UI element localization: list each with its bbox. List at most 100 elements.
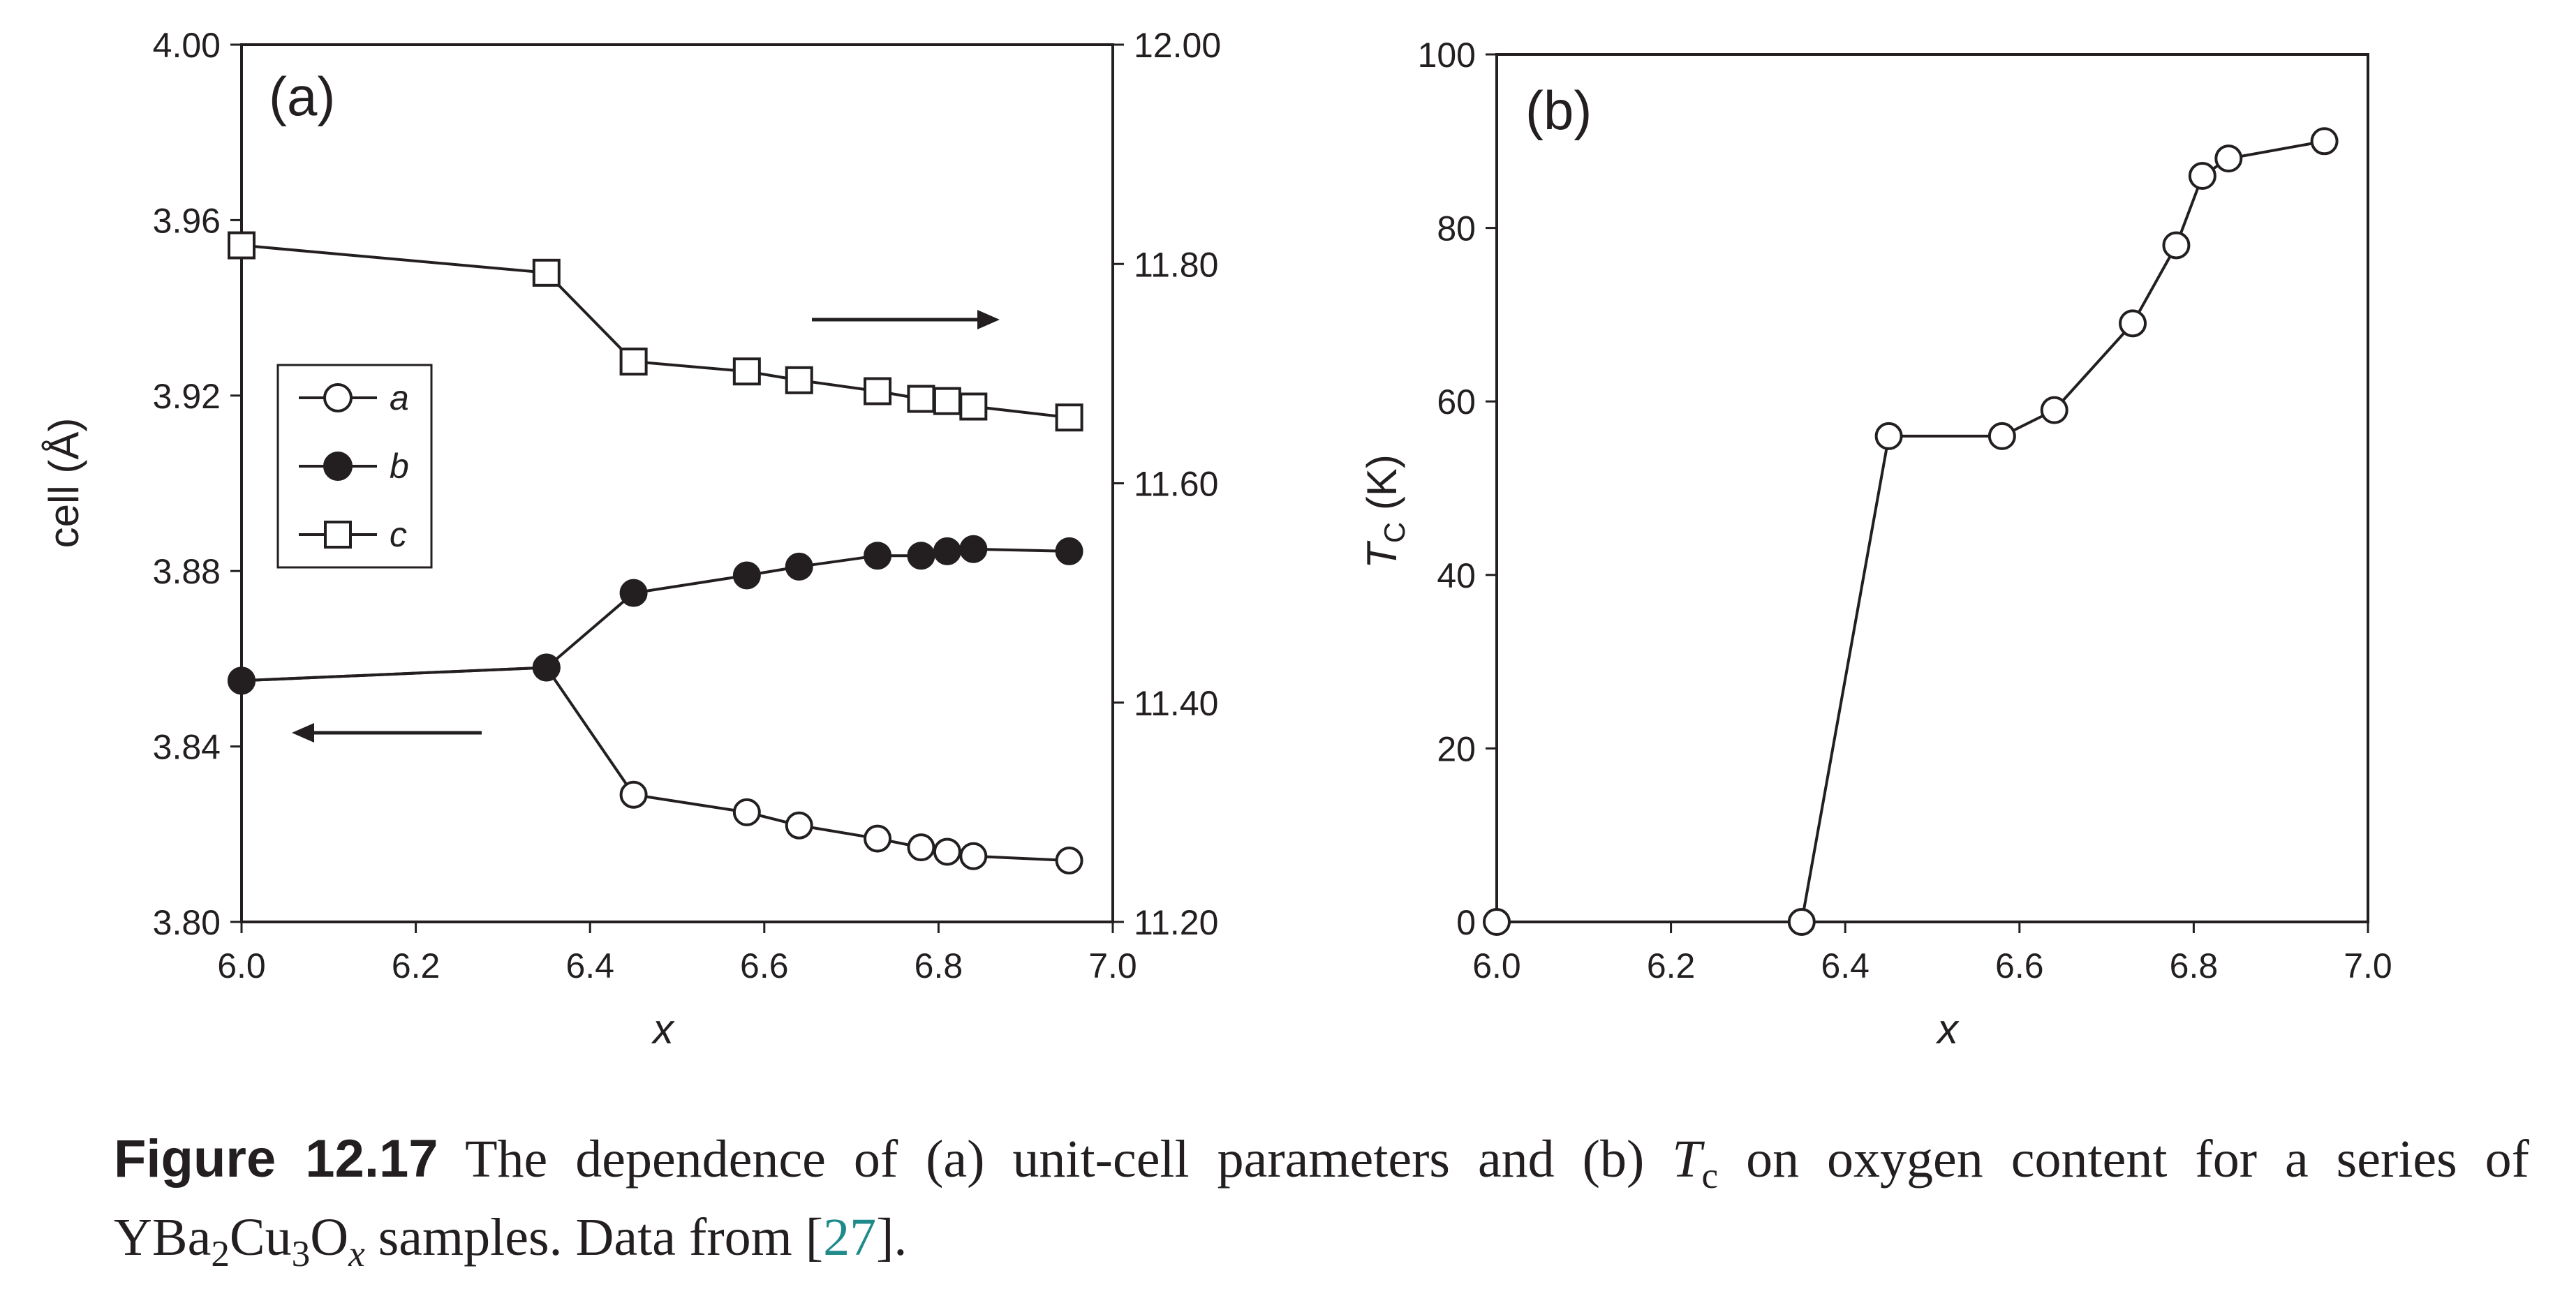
- open-circle-marker-icon: [323, 383, 353, 412]
- caption-sub-2: 3: [291, 1233, 311, 1275]
- series-a-point: [864, 824, 892, 853]
- tc-series-point: [2040, 396, 2068, 424]
- open-square-marker-icon: [324, 521, 352, 549]
- series-b-point: [228, 666, 256, 695]
- series-b-point: [959, 535, 988, 563]
- series-b-point: [732, 561, 761, 590]
- series-c-point: [907, 385, 935, 413]
- series-a-point: [619, 780, 648, 809]
- series-b-point: [532, 653, 561, 682]
- y-label-unit: (K): [1359, 454, 1405, 522]
- panel-a-right-y-tick-label: 11.80: [1134, 245, 1218, 284]
- series-c-point: [864, 377, 892, 405]
- panel-b-x-axis-label: x: [1935, 1006, 1960, 1052]
- legend-label-c: c: [390, 515, 407, 554]
- panel-a-legend: a b c: [276, 364, 433, 569]
- caption-tc-sub: c: [1701, 1155, 1719, 1197]
- figure: (a) cell (Å) x 6.0 6.2 6.4 6.6 6.8 7.0 3.80 3.…: [40, 26, 2392, 1052]
- panel-a-chart: (a) cell (Å) x 6.0 6.2 6.4 6.6 6.8 7.0 3.80 3.…: [40, 26, 1221, 1052]
- series-b-point: [1055, 537, 1083, 565]
- filled-circle-marker-icon: [323, 452, 353, 481]
- panel-a-x-tick-label: 6.8: [915, 946, 963, 985]
- series-b-point: [933, 537, 961, 565]
- series-b-point: [619, 579, 648, 607]
- panel-b-chart: (b) TC (K) x 6.0 6.2 6.4 6.6 6.8 7.0 0 20 40 60 8…: [1359, 36, 2392, 1052]
- panel-a-x-tick-label: 6.6: [740, 946, 789, 985]
- panel-b-x-tick-label: 6.4: [1821, 946, 1870, 985]
- series-a-point: [933, 837, 961, 866]
- series-c-point: [785, 366, 813, 394]
- panel-b-y-tick-label: 80: [1437, 209, 1476, 248]
- panel-a-x-tick-label: 6.0: [217, 946, 266, 985]
- caption-tc-main: T: [1672, 1130, 1702, 1189]
- caption-text-2: on oxygen content for a series of YBa: [114, 1130, 2529, 1267]
- series-a-point: [907, 833, 935, 862]
- caption-sub-1: 2: [211, 1233, 230, 1275]
- series-a-point: [959, 842, 988, 870]
- figure-caption: Figure 12.17 The dependence of (a) unit-…: [114, 1120, 2529, 1276]
- panel-a-y-axis-label: cell (Å): [40, 418, 87, 549]
- series-b-point: [785, 552, 813, 581]
- panel-a-left-y-tick-label: 4.00: [153, 26, 221, 65]
- panel-b-y-tick-label: 100: [1418, 36, 1476, 75]
- panel-a-x-tick-label: 6.2: [392, 946, 441, 985]
- panel-b-y-tick-label: 0: [1456, 903, 1476, 942]
- tc-series-point: [2188, 162, 2216, 191]
- panel-a-x-axis-label: x: [651, 1006, 675, 1052]
- panel-a-axis-arrows: [292, 310, 1000, 743]
- legend-entry-c: c: [299, 515, 407, 554]
- series-a-point: [1055, 847, 1083, 875]
- panel-b-y-tick-label: 60: [1437, 382, 1476, 422]
- tc-series-point: [1483, 908, 1511, 936]
- legend-entry-a: a: [299, 378, 409, 417]
- panel-b-x-tick-label: 7.0: [2344, 946, 2392, 985]
- panel-b-x-tick-label: 6.2: [1647, 946, 1696, 985]
- legend-label-b: b: [390, 447, 409, 486]
- panel-a-right-y-tick-label: 11.20: [1134, 903, 1218, 942]
- series-a-line: [241, 666, 1069, 863]
- tc-series-point: [1787, 908, 1816, 936]
- caption-sub-3: x: [348, 1233, 365, 1275]
- panel-b-x-tick-label: 6.6: [1995, 946, 2044, 985]
- panel-a-label: (a): [269, 66, 335, 127]
- tc-series-point: [2162, 231, 2191, 260]
- panel-a-left-y-tick-label: 3.80: [153, 903, 221, 942]
- panel-a-right-y-tick-label: 12.00: [1134, 26, 1221, 65]
- legend-label-a: a: [390, 378, 409, 417]
- panel-a-left-y-tick-label: 3.84: [153, 728, 221, 767]
- series-c-point: [532, 258, 561, 287]
- panel-b-y-tick-label: 40: [1437, 556, 1476, 595]
- series-b-point: [907, 542, 935, 570]
- caption-figure-label: Figure 12.17: [114, 1129, 438, 1189]
- tc-series-point: [2214, 144, 2243, 173]
- panel-a-left-y-tick-label: 3.88: [153, 552, 221, 591]
- caption-reference-link[interactable]: 27: [823, 1208, 877, 1267]
- tc-series-point: [2119, 309, 2147, 338]
- panel-b-label: (b): [1525, 80, 1592, 141]
- panel-b-plot-frame: [1495, 53, 2369, 923]
- left-axis-arrowhead: [292, 723, 314, 743]
- caption-text-6: ].: [876, 1208, 908, 1267]
- tc-series-point: [2310, 127, 2339, 156]
- panel-b-x-tick-label: 6.8: [2170, 946, 2219, 985]
- caption-text-1: The dependence of (a) unit-cell paramete…: [438, 1130, 1673, 1189]
- series-c-point: [228, 231, 256, 260]
- series-a-point: [785, 811, 813, 840]
- series-c-point: [959, 392, 988, 421]
- panel-b-y-axis-label: TC (K): [1359, 454, 1411, 569]
- series-c-point: [933, 387, 961, 415]
- panel-a-left-y-tick-label: 3.92: [153, 377, 221, 416]
- legend-entry-b: b: [299, 447, 409, 486]
- caption-text-3: Cu: [229, 1208, 292, 1267]
- tc-series-line: [1497, 140, 2325, 923]
- panel-a-right-y-tick-label: 11.60: [1134, 465, 1218, 504]
- series-c-point: [619, 348, 648, 376]
- panel-b-x-tick-label: 6.0: [1472, 946, 1521, 985]
- panel-a-left-y-tick-label: 3.96: [153, 201, 221, 240]
- panel-a-x-tick-label: 7.0: [1088, 946, 1137, 985]
- series-b-point: [864, 542, 892, 570]
- y-label-subscript: C: [1378, 522, 1411, 543]
- panel-a-x-tick-label: 6.4: [565, 946, 614, 985]
- right-axis-arrowhead: [977, 310, 1000, 329]
- series-c-point: [732, 357, 761, 386]
